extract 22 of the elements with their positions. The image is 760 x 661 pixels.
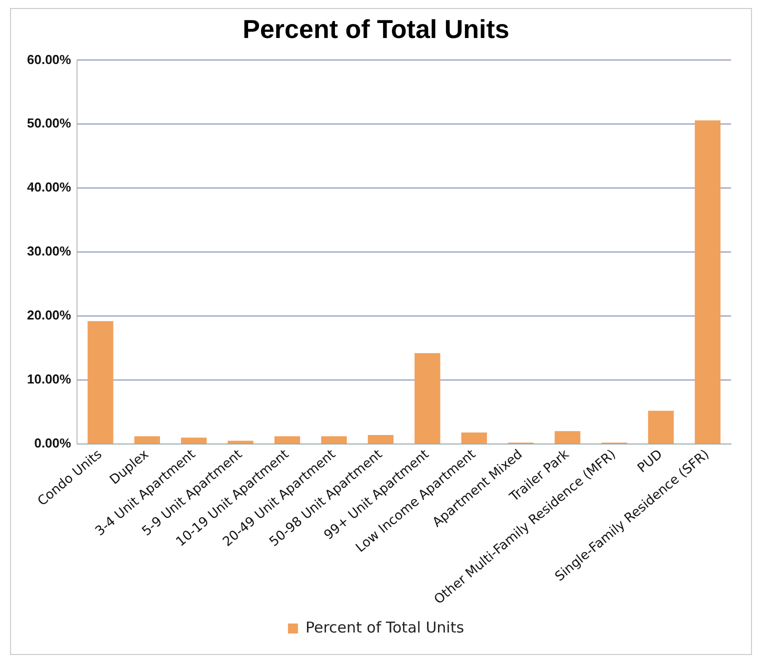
y-tick-label: 50.00%: [26, 116, 72, 131]
bar: [274, 436, 300, 444]
bar: [648, 410, 674, 444]
y-tick-label: 10.00%: [26, 372, 72, 387]
legend-label: Percent of Total Units: [305, 618, 464, 636]
chart-title: Percent of Total Units: [242, 14, 510, 44]
x-tick-label: PUD: [635, 447, 666, 476]
y-tick-label: 40.00%: [26, 180, 72, 195]
bar: [368, 435, 394, 444]
bar: [88, 321, 114, 444]
bar: [134, 436, 160, 444]
bar: [228, 440, 254, 444]
bar: [414, 353, 440, 444]
bar: [461, 432, 487, 444]
bar: [694, 120, 720, 444]
bar: [181, 438, 207, 444]
y-tick-label: 30.00%: [26, 244, 72, 259]
y-tick-label: 60.00%: [26, 52, 72, 67]
y-tick-label: 0.00%: [34, 436, 72, 451]
bar: [554, 431, 580, 444]
y-tick-label: 20.00%: [26, 308, 72, 323]
bar: [321, 436, 347, 444]
